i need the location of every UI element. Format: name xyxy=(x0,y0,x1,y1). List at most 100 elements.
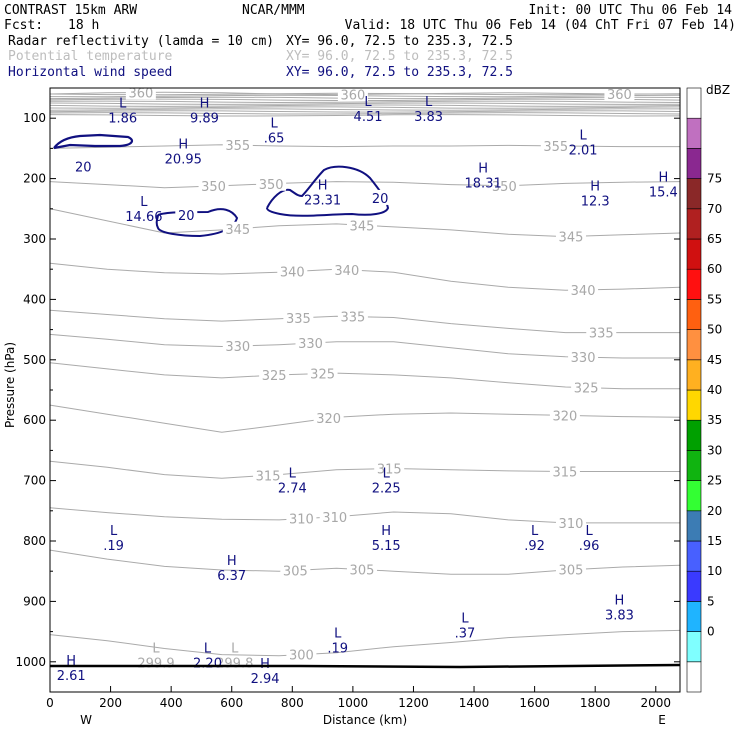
extremum-value: 299.9 xyxy=(137,657,174,672)
y-tick-label: 800 xyxy=(23,534,46,548)
extremum-high: H xyxy=(318,178,328,193)
theta-contour-labels: 360 360 360 355 355 350 350 350 345 345 345 340 340 3… xyxy=(125,85,635,664)
y-tick-label: 900 xyxy=(23,594,46,608)
theta-label-bg xyxy=(555,229,586,244)
colorbar-swatch xyxy=(686,450,702,481)
x-tick-label: 1800 xyxy=(580,696,611,710)
theta-label-bg xyxy=(198,179,229,194)
field-name-wind: Horizontal wind speed xyxy=(8,65,172,80)
colorbar-level-label: 40 xyxy=(707,383,722,397)
theta-label: 335 xyxy=(286,312,311,327)
theta-label: 310 xyxy=(322,511,347,526)
extremum-value: 3.83 xyxy=(414,110,443,125)
extremum-value: .92 xyxy=(524,539,545,554)
colorbar-swatch xyxy=(686,359,702,391)
theta-label: 325 xyxy=(310,368,335,383)
theta-label: 340 xyxy=(334,264,359,279)
x-tick-label: 200 xyxy=(99,696,122,710)
theta-label: 345 xyxy=(559,230,584,245)
extremum-high: H xyxy=(200,96,210,111)
theta-label: 310 xyxy=(289,513,314,528)
extremum-value: .65 xyxy=(264,131,285,146)
extremum-high: H xyxy=(658,171,668,186)
theta-contour-strat xyxy=(49,100,681,104)
y-tick-label: 600 xyxy=(23,413,46,427)
theta-label-bg xyxy=(277,264,308,279)
y-tick-label: 300 xyxy=(23,232,46,246)
extremum-value: 1.86 xyxy=(108,111,137,126)
theta-label-bg xyxy=(253,468,284,483)
field-name-reflectivity: Radar reflectivity (lamda = 10 cm) xyxy=(8,34,274,49)
extremum-low: L xyxy=(231,642,239,657)
model-title: CONTRAST 15km ARW xyxy=(4,3,137,18)
theta-label: 330 xyxy=(298,337,323,352)
wind-contour-20-east xyxy=(266,165,390,217)
colorbar-level-label: 35 xyxy=(707,413,722,427)
org-label: NCAR/MMM xyxy=(242,3,305,18)
colorbar-swatch xyxy=(686,419,702,451)
theta-contour-300 xyxy=(49,629,681,657)
init-time: Init: 00 UTC Thu 06 Feb 14 xyxy=(529,3,733,18)
extremum-low: L xyxy=(531,524,539,539)
colorbar-swatch xyxy=(686,238,702,270)
colorbar-level-label: 20 xyxy=(707,504,722,518)
extremum-value: 2.01 xyxy=(569,143,598,158)
colorbar-swatch xyxy=(686,178,702,210)
colorbar-swatch xyxy=(686,389,702,421)
theta-label-bg xyxy=(571,380,602,395)
extremum-low: L xyxy=(204,642,212,657)
extremum-low: L xyxy=(364,95,372,110)
extremum-value: 5.15 xyxy=(372,539,401,554)
theta-label: 340 xyxy=(571,284,596,299)
y-axis-label: Pressure (hPa) xyxy=(3,342,17,428)
field-xy-wind: XY= 96.0, 72.5 to 235.3, 72.5 xyxy=(286,65,513,80)
theta-label: 345 xyxy=(225,223,250,238)
colorbar-unit: dBZ xyxy=(706,83,730,97)
colorbar-level-label: 65 xyxy=(707,232,722,246)
theta-label: 350 xyxy=(201,180,226,195)
theta-label-bg xyxy=(222,138,253,153)
ground-line xyxy=(50,663,681,669)
theta-label-bg xyxy=(549,408,580,423)
theta-contour-strat xyxy=(49,110,681,113)
extremum-value: 14.66 xyxy=(125,210,162,225)
colorbar-swatch xyxy=(686,540,702,572)
extremum-value: .19 xyxy=(327,642,348,657)
theta-label: 350 xyxy=(492,180,517,195)
theta-label-bg xyxy=(259,368,290,383)
field-xy-theta: XY= 96.0, 72.5 to 235.3, 72.5 xyxy=(286,49,513,64)
theta-label-bg xyxy=(337,309,368,324)
theta-label: 335 xyxy=(340,311,365,326)
theta-label: 360 xyxy=(607,88,632,103)
extremum-value: .96 xyxy=(579,539,600,554)
theta-label: 305 xyxy=(350,564,375,579)
x-tick-label: 1200 xyxy=(398,696,429,710)
x-axis: 0 200 400 600 800 1000 1200 1400 1600 1800 2000 xyxy=(46,686,671,710)
extremum-low: L xyxy=(110,524,118,539)
wind-contour-20-west xyxy=(53,133,134,150)
theta-label-bg xyxy=(374,461,405,476)
theta-label: 320 xyxy=(316,412,341,427)
extremum-high: H xyxy=(615,593,625,608)
colorbar-swatch xyxy=(686,329,702,361)
colorbar-swatch xyxy=(686,148,702,179)
theta-contour-strat xyxy=(49,108,681,111)
theta-label: 360 xyxy=(128,86,153,101)
extremum-low: L xyxy=(425,95,433,110)
theta-label: 305 xyxy=(559,564,584,579)
theta-label: 350 xyxy=(259,178,284,193)
y-tick-label: 200 xyxy=(23,172,46,186)
extremum-high: H xyxy=(478,162,488,177)
wind-contour-label: 20 xyxy=(75,161,92,176)
theta-contour-strat xyxy=(49,112,681,115)
extremum-value: 2.61 xyxy=(57,669,86,684)
colorbar-swatch xyxy=(686,510,702,542)
extremum-high: H xyxy=(178,137,188,152)
valid-time: Valid: 18 UTC Thu 06 Feb 14 (04 ChT Fri … xyxy=(345,18,736,33)
theta-label-bg xyxy=(319,509,350,524)
wind-label-bg xyxy=(369,189,392,205)
theta-label-bg xyxy=(286,647,317,662)
y-tick-label: 100 xyxy=(23,111,46,125)
